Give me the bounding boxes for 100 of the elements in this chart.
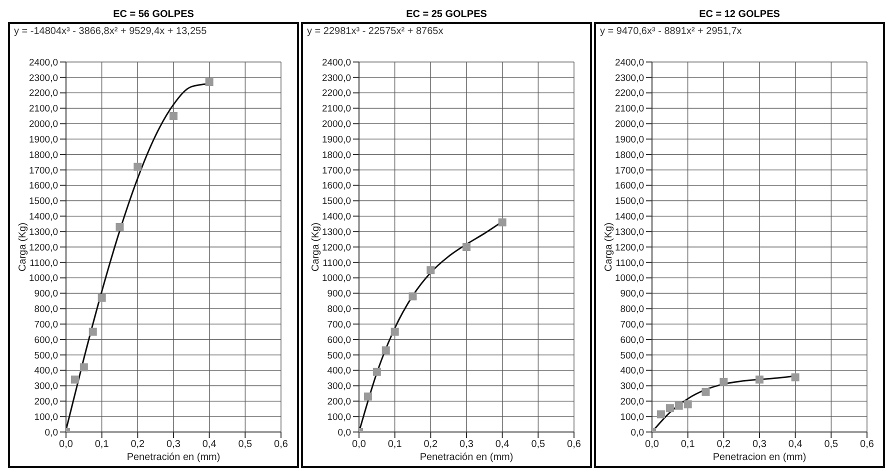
point bbox=[462, 243, 470, 251]
point bbox=[426, 266, 435, 274]
y-tick-label: 900,0 bbox=[327, 288, 351, 300]
x-tick-label: 0,1 bbox=[94, 439, 110, 450]
y-tick-label: 2000,0 bbox=[322, 119, 351, 130]
chart-title: EC = 12 GOLPES bbox=[698, 8, 781, 22]
y-tick-label: 1900,0 bbox=[322, 134, 351, 146]
point bbox=[666, 404, 674, 412]
y-axis-title: Carga (Kg) bbox=[310, 222, 322, 272]
point bbox=[205, 78, 214, 86]
x-tick-label: 0,0 bbox=[59, 439, 74, 450]
chart-title: EC = 25 GOLPES bbox=[405, 8, 488, 22]
x-tick-label: 0,2 bbox=[130, 439, 146, 450]
point bbox=[364, 392, 372, 401]
y-tick-label: 2100,0 bbox=[614, 104, 644, 115]
point bbox=[116, 222, 124, 231]
y-tick-label: 2300,0 bbox=[28, 72, 58, 84]
y-tick-label: 400,0 bbox=[34, 366, 58, 377]
y-tick-label: 1900,0 bbox=[28, 134, 58, 146]
y-tick-label: 500,0 bbox=[327, 350, 351, 362]
x-tick-label: 0,0 bbox=[645, 439, 660, 450]
y-tick-label: 1400,0 bbox=[322, 212, 351, 223]
point bbox=[390, 328, 399, 336]
point bbox=[70, 376, 79, 384]
text: y = -14804x³ - 3866,8x² + 9529,4x + 13,255 bbox=[13, 25, 208, 39]
y-tick-label: 500,0 bbox=[620, 350, 644, 362]
y-tick-label: 600,0 bbox=[34, 334, 58, 346]
y-tick-label: 300,0 bbox=[34, 381, 58, 392]
y-tick-label: 300,0 bbox=[620, 381, 644, 392]
point bbox=[80, 363, 88, 372]
x-tick-label: 0,3 bbox=[166, 439, 181, 450]
point bbox=[702, 388, 710, 396]
chart-title: EC = 56 GOLPES bbox=[112, 8, 195, 22]
y-tick-label: 0,0 bbox=[338, 427, 351, 438]
y-tick-label: 1200,0 bbox=[28, 242, 58, 254]
y-tick-label: 1600,0 bbox=[28, 180, 58, 192]
y-tick-label: 2000,0 bbox=[28, 119, 58, 130]
y-tick-label: 800,0 bbox=[327, 304, 351, 316]
y-tick-label: 900,0 bbox=[34, 288, 58, 300]
y-tick-label: 2400,0 bbox=[322, 57, 351, 68]
y-tick-label: 2200,0 bbox=[322, 88, 351, 100]
x-tick-label: 0,5 bbox=[824, 439, 839, 450]
y-tick-label: 1700,0 bbox=[28, 165, 58, 176]
y-tick-label: 2200,0 bbox=[28, 88, 58, 100]
y-tick-label: 800,0 bbox=[620, 304, 644, 316]
y-axis-title: Carga (Kg) bbox=[18, 222, 29, 272]
x-tick-label: 0,1 bbox=[388, 439, 402, 450]
point bbox=[88, 328, 97, 336]
y-tick-label: 1000,0 bbox=[614, 273, 644, 284]
y-tick-label: 1100,0 bbox=[30, 258, 58, 269]
x-tick-label: 0,2 bbox=[424, 439, 438, 450]
y-tick-label: 1400,0 bbox=[614, 212, 644, 223]
y-tick-label: 2300,0 bbox=[322, 72, 351, 84]
y-tick-label: 1500,0 bbox=[322, 196, 351, 208]
x-tick-label: 0,4 bbox=[495, 439, 510, 450]
point bbox=[791, 373, 800, 382]
point bbox=[756, 376, 764, 384]
y-tick-label: 2100,0 bbox=[322, 104, 351, 115]
point bbox=[674, 402, 683, 410]
y-tick-label: 200,0 bbox=[34, 396, 58, 408]
point bbox=[684, 400, 692, 408]
x-tick-label: 0,3 bbox=[460, 439, 474, 450]
y-tick-label: 2000,0 bbox=[614, 119, 644, 130]
y-tick-label: 1800,0 bbox=[28, 150, 58, 161]
y-tick-label: 1100,0 bbox=[322, 258, 351, 269]
y-tick-label: 0,0 bbox=[44, 427, 58, 438]
y-tick-label: 100,0 bbox=[34, 412, 58, 423]
y-tick-label: 300,0 bbox=[327, 381, 351, 392]
point bbox=[382, 346, 390, 354]
y-tick-label: 900,0 bbox=[620, 288, 644, 300]
y-tick-label: 1000,0 bbox=[28, 273, 58, 284]
x-tick-label: 0,5 bbox=[238, 439, 253, 450]
x-tick-label: 0,6 bbox=[860, 439, 874, 450]
x-axis-title: Penetración en (mm) bbox=[420, 452, 514, 463]
y-tick-label: 1200,0 bbox=[322, 242, 351, 254]
y-tick-label: 1700,0 bbox=[322, 165, 351, 176]
y-tick-label: 200,0 bbox=[620, 396, 644, 408]
y-tick-label: 1300,0 bbox=[28, 226, 58, 238]
x-tick-label: 0,4 bbox=[202, 439, 217, 450]
y-tick-label: 1100,0 bbox=[616, 258, 644, 269]
y-tick-label: 1500,0 bbox=[614, 196, 644, 208]
x-tick-label: 0,4 bbox=[788, 439, 803, 450]
point bbox=[720, 378, 728, 386]
y-tick-label: 500,0 bbox=[34, 350, 58, 362]
x-axis-title: Penetracion en (mm) bbox=[712, 452, 806, 463]
point bbox=[98, 294, 106, 302]
y-tick-label: 1300,0 bbox=[322, 226, 351, 238]
y-tick-label: 1700,0 bbox=[614, 165, 644, 176]
y-tick-label: 700,0 bbox=[620, 319, 644, 330]
x-tick-label: 0,3 bbox=[752, 439, 767, 450]
y-tick-label: 1000,0 bbox=[322, 273, 351, 284]
y-tick-label: 1600,0 bbox=[614, 180, 644, 192]
point bbox=[656, 410, 665, 418]
y-tick-label: 1900,0 bbox=[614, 134, 644, 146]
point bbox=[408, 292, 417, 300]
x-tick-label: 0,6 bbox=[274, 439, 288, 450]
x-tick-label: 0,0 bbox=[352, 439, 366, 450]
x-axis-title: Penetración en (mm) bbox=[126, 452, 220, 463]
y-tick-label: 400,0 bbox=[327, 366, 351, 377]
y-tick-label: 200,0 bbox=[327, 396, 351, 408]
